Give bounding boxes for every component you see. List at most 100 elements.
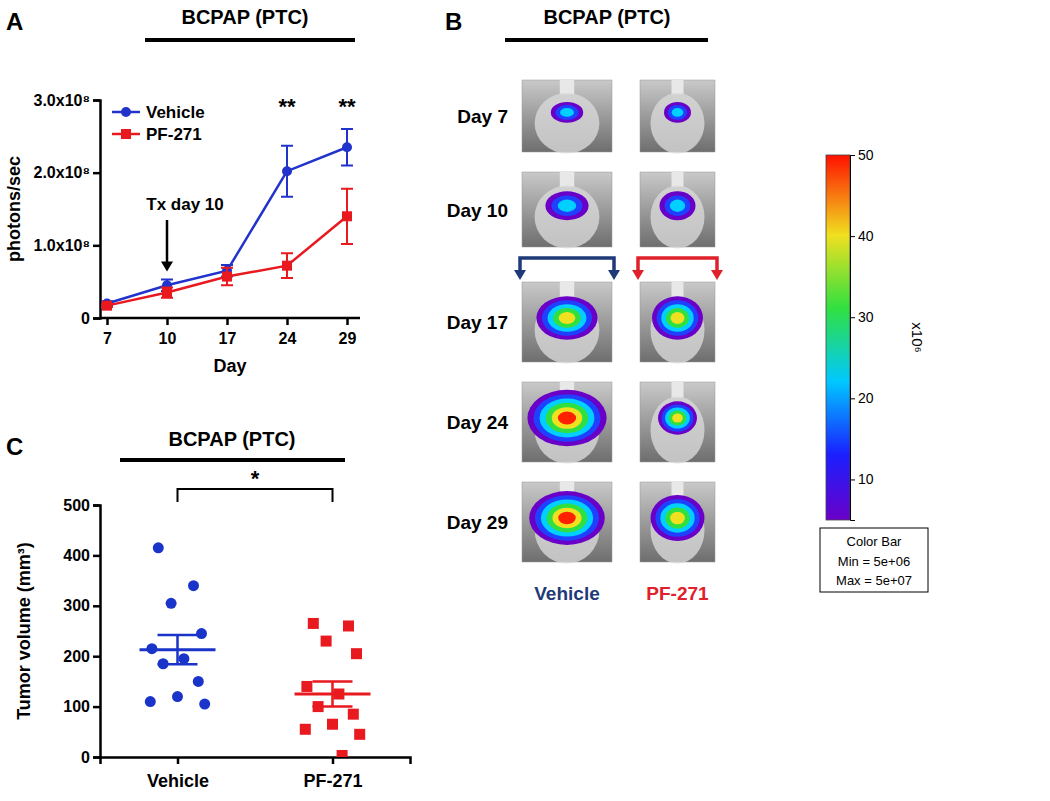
legend-marker [121, 129, 131, 139]
signal-blob [660, 503, 694, 532]
signal-blob [665, 508, 690, 529]
mouse-image [640, 482, 715, 564]
treatment-arrow [166, 220, 169, 263]
series-line [107, 147, 347, 303]
color-bar-tick: 10 [850, 471, 874, 487]
row-label: Day 7 [457, 106, 508, 127]
error-bar [341, 189, 353, 244]
color-bar-min-label: Min = 5e+06 [838, 554, 910, 569]
data-point [196, 628, 207, 639]
data-point [351, 648, 362, 659]
x-axis: Vehicle PF-271 [101, 757, 411, 791]
x-tick-label: 29 [339, 330, 357, 347]
y-tick-label: 200 [63, 648, 90, 665]
x-axis-line [100, 317, 360, 320]
data-point [342, 211, 352, 221]
y-tick-mark [93, 655, 100, 658]
sem-bar [158, 635, 198, 664]
data-point [327, 719, 338, 730]
plot-area [140, 542, 371, 757]
color-bar-box [820, 528, 928, 592]
image-body [535, 186, 600, 249]
signal-blob [545, 191, 588, 220]
bracket-arrow-head [632, 270, 644, 280]
image-holder [672, 282, 684, 298]
image-holder [672, 382, 684, 398]
significance: ** [278, 94, 296, 119]
y-axis-line [93, 101, 101, 319]
x-tick: 10 [159, 318, 177, 347]
signal-blob [548, 304, 587, 332]
y-tick-mark [93, 99, 100, 102]
signal-blob [560, 108, 574, 117]
signal-blob [551, 102, 583, 123]
y-tick-mark [93, 504, 100, 507]
y-tick-label: 2.0x10⁸ [34, 164, 91, 181]
signal-blob [542, 300, 592, 336]
signal-blob [536, 296, 597, 340]
color-bar-title: Color Bar [847, 534, 903, 549]
x-tick-label: 17 [219, 330, 237, 347]
y-axis-title: photons/sec [4, 156, 24, 262]
signal-blob [541, 499, 593, 536]
title-bar [505, 38, 708, 42]
image-body [535, 93, 600, 153]
x-tick: Vehicle [147, 757, 209, 791]
row-label: Day 10 [447, 200, 508, 221]
data-point [193, 676, 204, 687]
mouse-image [640, 382, 715, 464]
signal-blob [546, 403, 589, 433]
image-holder [560, 80, 574, 94]
legend-label: PF-271 [146, 125, 202, 144]
y-tick: 300 [63, 597, 100, 614]
panel-title: BCPAP (PTC) [543, 6, 670, 28]
y-tick: 0 [81, 749, 100, 766]
image-body [651, 93, 705, 153]
signal-blob [552, 508, 581, 529]
data-point [342, 142, 352, 152]
signal-blob [533, 394, 600, 442]
y-tick-label: 0 [81, 749, 90, 766]
title-bar [120, 458, 345, 462]
signal-blob [665, 195, 691, 216]
color-bar-tick-mark [850, 155, 855, 156]
significance: * [251, 466, 260, 491]
y-axis: 01.0x10⁸2.0x10⁸3.0x10⁸ [34, 92, 101, 327]
mouse-image [522, 282, 612, 364]
signal-blob [664, 102, 691, 123]
signal-blob [666, 308, 689, 328]
signal-blob [651, 495, 705, 541]
row-label: Day 17 [447, 312, 508, 333]
x-tick-mark [226, 318, 229, 325]
y-tick-label: 3.0x10⁸ [34, 92, 91, 109]
y-tick: 200 [63, 648, 100, 665]
mouse-image [522, 172, 612, 249]
color-bar-tick: 40 [850, 228, 874, 244]
error-bar [281, 253, 293, 278]
y-tick-mark [93, 605, 100, 608]
data-point [348, 709, 359, 720]
legend-marker [121, 107, 131, 117]
image-holder [560, 282, 574, 298]
signal-blob [670, 200, 685, 212]
y-tick-label: 500 [63, 497, 90, 514]
signal-blob [661, 304, 693, 332]
y-tick-mark [93, 756, 100, 759]
panel-letter: A [6, 8, 23, 35]
color-bar-tick-label: 10 [858, 471, 874, 487]
signal-blob [540, 399, 595, 438]
x-tick-label: Vehicle [147, 771, 209, 791]
signal-blob [670, 512, 685, 525]
y-axis-title: Tumor volume (mm³) [14, 542, 34, 720]
color-bar-axis: 1020304050 [850, 147, 874, 521]
data-point [354, 729, 365, 740]
x-tick-mark [332, 757, 335, 764]
x-tick: 17 [219, 318, 237, 347]
signal-blob [552, 195, 583, 216]
signal-blob [655, 499, 699, 537]
signal-blob [559, 312, 576, 324]
x-tick: PF-271 [303, 757, 362, 791]
signal-blob [558, 200, 577, 212]
signal-blob [558, 412, 576, 425]
mouse-image [522, 482, 612, 564]
